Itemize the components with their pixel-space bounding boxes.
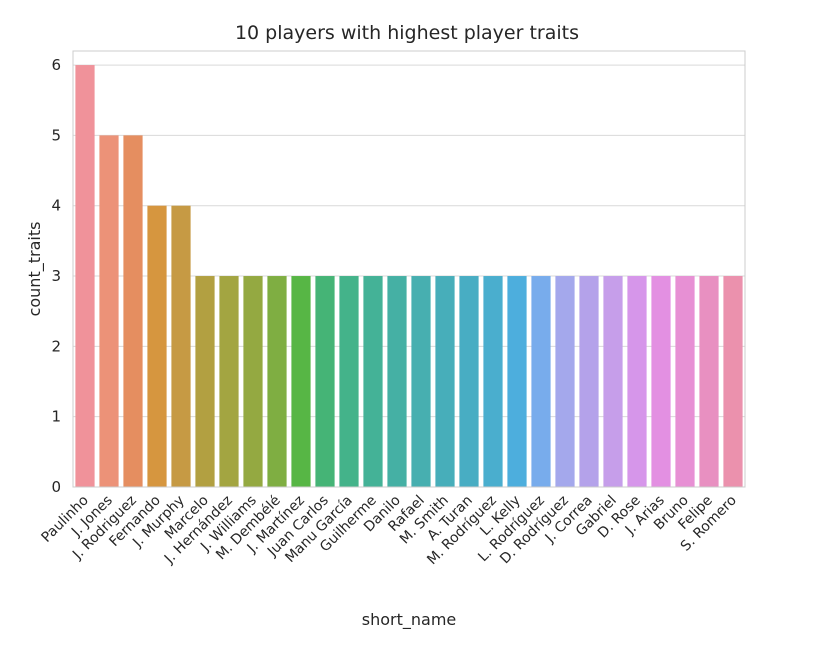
y-tick-label: 3 xyxy=(51,267,61,285)
bar xyxy=(123,135,143,488)
y-tick-label: 4 xyxy=(51,197,61,215)
bar xyxy=(147,205,167,488)
bar xyxy=(363,276,383,487)
bar xyxy=(483,276,503,487)
bar xyxy=(243,276,263,487)
y-axis-label: count_traits xyxy=(25,222,45,317)
bar xyxy=(435,276,455,487)
bar xyxy=(291,276,311,487)
bar xyxy=(387,276,407,487)
bar xyxy=(459,276,479,487)
bar xyxy=(267,276,287,487)
bar xyxy=(339,276,359,487)
bar xyxy=(315,276,335,487)
bar xyxy=(675,276,695,487)
bar xyxy=(99,135,119,488)
y-tick-label: 6 xyxy=(51,56,61,74)
bar xyxy=(195,276,215,487)
chart-title: 10 players with highest player traits xyxy=(235,22,579,44)
y-tick-label: 2 xyxy=(51,337,61,355)
y-tick-label: 5 xyxy=(51,126,61,144)
bar xyxy=(219,276,239,487)
bar xyxy=(171,205,191,488)
plot-frame xyxy=(72,50,746,488)
y-tick-label: 1 xyxy=(51,408,61,426)
y-tick-label: 0 xyxy=(51,478,61,496)
bar xyxy=(555,276,575,487)
bar xyxy=(579,276,599,487)
bar xyxy=(507,276,527,487)
bar xyxy=(651,276,671,487)
bars xyxy=(75,65,743,488)
bar xyxy=(603,276,623,487)
bar xyxy=(627,276,647,487)
y-axis-ticks: 0 1 2 3 4 5 6 xyxy=(51,56,61,496)
x-axis-label: short_name xyxy=(362,610,457,630)
bar xyxy=(723,276,743,487)
bar xyxy=(411,276,431,487)
bar xyxy=(531,276,551,487)
bar xyxy=(75,65,95,487)
bar xyxy=(699,276,719,487)
